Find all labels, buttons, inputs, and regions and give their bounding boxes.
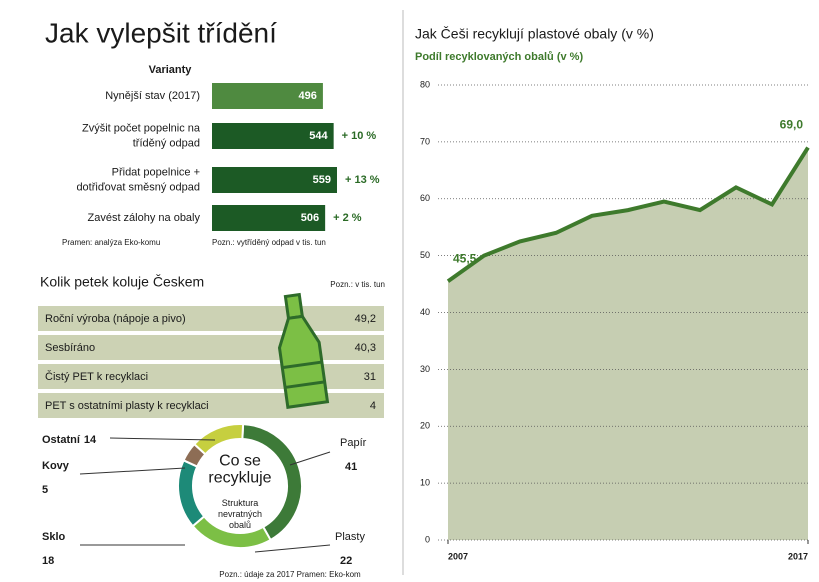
y-tick-label: 50 [420, 250, 430, 260]
table-cell: 4 [370, 400, 376, 412]
bar-annotation: + 13 % [345, 174, 380, 186]
area [448, 148, 808, 540]
table-note: Pozn.: v tis. tun [330, 280, 385, 289]
table-cell: Čistý PET k recyklaci [45, 370, 148, 383]
bottle-neck [285, 295, 302, 319]
page-title: Jak vylepšit třídění [45, 17, 277, 48]
bar-annotation: + 10 % [342, 130, 377, 142]
donut-value: 14 [84, 434, 97, 446]
table-cell: 49,2 [355, 313, 376, 325]
donut-slice [194, 424, 243, 454]
leader-line [80, 468, 185, 474]
y-tick-label: 10 [420, 478, 430, 488]
bar-note: Pozn.: vytříděný odpad v tis. tun [212, 238, 326, 247]
line-subtitle: Podíl recyklovaných obalů (v %) [415, 51, 583, 63]
donut-category: Ostatní [42, 434, 81, 446]
donut-value: 41 [345, 461, 357, 473]
donut-category: Kovy [42, 460, 70, 472]
donut-note: Pozn.: údaje za 2017 Pramen: Eko-kom [219, 570, 361, 579]
y-tick-label: 80 [420, 79, 430, 89]
table-title: Kolik petek koluje Českem [40, 274, 204, 290]
donut-value: 22 [340, 555, 352, 567]
donut-value: 18 [42, 555, 54, 567]
donut-slice [178, 460, 204, 526]
table-cell: PET s ostatními plasty k recyklaci [45, 400, 209, 412]
value-label: 45,5 [453, 251, 477, 265]
donut-category: Plasty [335, 531, 365, 543]
bar-source: Pramen: analýza Eko-komu [62, 238, 160, 247]
x-tick-label: 2017 [788, 551, 808, 561]
y-tick-label: 40 [420, 307, 430, 317]
line-title: Jak Češi recyklují plastové obaly (v %) [415, 26, 654, 42]
x-tick-label: 2007 [448, 551, 468, 561]
y-tick-label: 0 [425, 534, 430, 544]
table-cell: Roční výroba (nápoje a pivo) [45, 313, 186, 325]
bar-annotation: + 2 % [333, 212, 362, 224]
bar-category: Nynější stav (2017) [105, 90, 200, 102]
bar-value: 559 [313, 174, 331, 186]
table-cell: 31 [364, 371, 376, 383]
leader-line [255, 545, 330, 552]
donut-category: Papír [340, 437, 367, 449]
y-tick-label: 60 [420, 193, 430, 203]
bar-category: Zavést zálohy na obaly [87, 212, 200, 224]
infographic: Jak vylepšit třídění Varianty Nynější sta… [0, 0, 819, 582]
bar-value: 544 [309, 130, 328, 142]
donut-value: 5 [42, 484, 48, 496]
table-cell: Sesbíráno [45, 342, 95, 354]
bar-subtitle: Varianty [149, 64, 193, 76]
table-cell: 40,3 [355, 342, 376, 354]
donut-category: Sklo [42, 531, 66, 543]
y-tick-label: 20 [420, 421, 430, 431]
y-tick-label: 30 [420, 364, 430, 374]
value-label: 69,0 [780, 118, 804, 132]
y-tick-label: 70 [420, 136, 430, 146]
bar-category: Přidat popelnice +dotřiďovat směsný odpa… [76, 166, 200, 193]
bar-value: 496 [299, 90, 317, 102]
bar-value: 506 [301, 212, 319, 224]
